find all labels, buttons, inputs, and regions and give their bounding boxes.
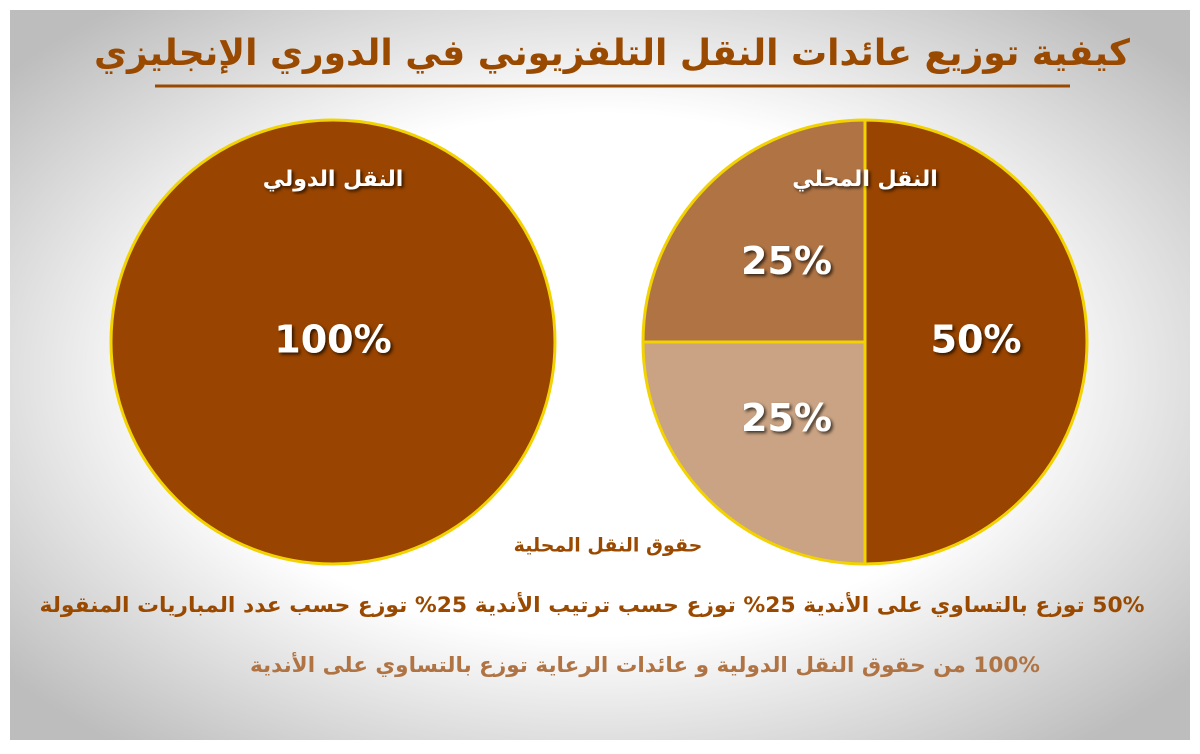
pie-title: النقل الدولي [263, 167, 404, 192]
slice-label: 25% [741, 239, 832, 283]
pie-title: النقل المحلي [792, 167, 938, 192]
slice-label: 50% [931, 318, 1022, 362]
pie-slice [109, 118, 557, 566]
note-line: 50% توزع بالتساوي على الأندية 25% توزع ح… [40, 591, 1145, 618]
title: كيفية توزيع عائدات النقل التلفزيوني في ا… [94, 33, 1130, 74]
pie-slice [863, 118, 1089, 566]
slice-label: 100% [274, 318, 391, 362]
slice-label: 25% [741, 396, 832, 440]
pie-slice [641, 118, 867, 344]
pie-slice [641, 340, 867, 566]
note-line: 100% من حقوق النقل الدولية و عائدات الرع… [250, 651, 1040, 678]
notes-heading: حقوق النقل المحلية [514, 535, 703, 557]
